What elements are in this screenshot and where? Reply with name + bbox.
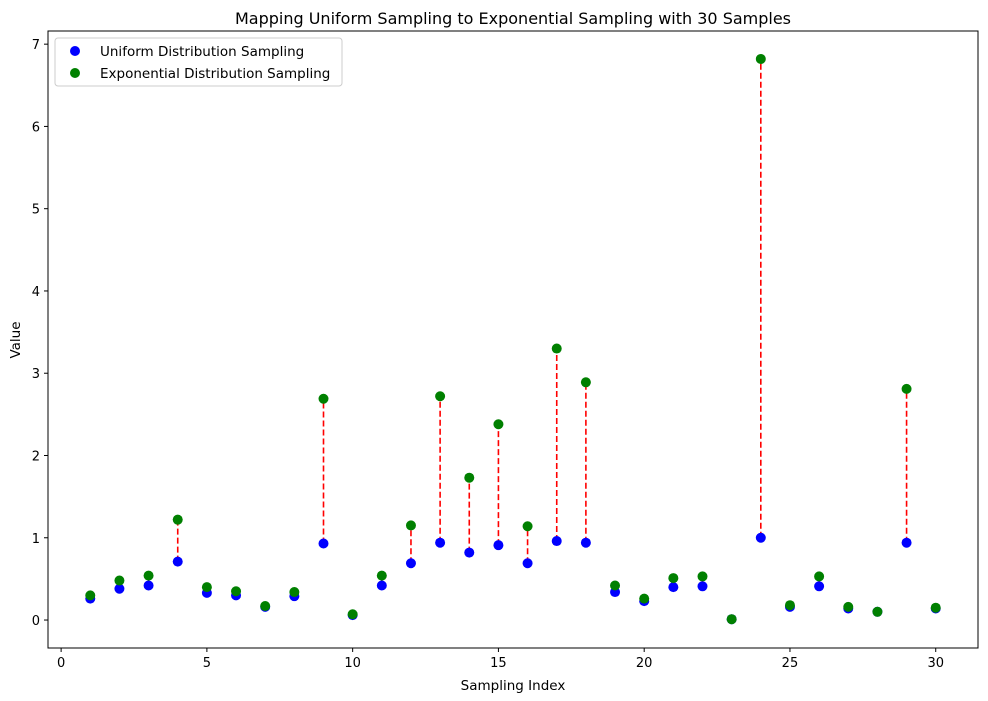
exponential-point xyxy=(85,590,96,601)
y-tick-label: 0 xyxy=(32,614,40,629)
exponential-point xyxy=(610,580,621,591)
x-tick-label: 0 xyxy=(57,656,65,671)
legend-marker-uniform xyxy=(70,46,80,56)
y-tick-label: 5 xyxy=(32,203,40,218)
exponential-point xyxy=(260,601,271,612)
y-axis-ticks: 0 1 2 3 4 5 6 7 xyxy=(32,38,48,629)
uniform-point xyxy=(376,580,387,591)
y-tick-label: 6 xyxy=(32,120,40,135)
exponential-point xyxy=(901,383,912,394)
uniform-point xyxy=(901,537,912,548)
exponential-point xyxy=(872,606,883,617)
uniform-point xyxy=(318,538,329,549)
x-tick-label: 20 xyxy=(636,656,653,671)
exponential-point xyxy=(289,587,300,598)
legend-label-exponential: Exponential Distribution Sampling xyxy=(100,66,330,82)
exponential-point xyxy=(493,419,504,430)
plot-frame xyxy=(47,30,979,649)
uniform-point xyxy=(114,583,125,594)
exponential-point xyxy=(755,53,766,64)
legend-label-uniform: Uniform Distribution Sampling xyxy=(100,44,304,60)
uniform-point xyxy=(697,581,708,592)
exponential-point xyxy=(143,570,154,581)
scatter-points xyxy=(85,53,941,625)
x-axis-ticks: 0 5 10 15 20 25 30 xyxy=(57,648,944,671)
x-tick-label: 25 xyxy=(782,656,799,671)
exponential-point xyxy=(172,514,183,525)
uniform-point xyxy=(668,582,679,593)
exponential-point xyxy=(697,571,708,582)
uniform-point xyxy=(405,558,416,569)
exponential-point xyxy=(376,570,387,581)
uniform-point xyxy=(551,536,562,547)
uniform-point xyxy=(814,581,825,592)
uniform-point xyxy=(143,580,154,591)
exponential-point xyxy=(435,391,446,402)
exponential-point xyxy=(114,575,125,586)
exponential-point xyxy=(668,573,679,584)
exponential-point xyxy=(231,586,242,597)
exponential-point xyxy=(522,521,533,532)
exponential-point xyxy=(726,614,737,625)
legend: Uniform Distribution Sampling Exponentia… xyxy=(54,37,343,87)
uniform-point xyxy=(464,547,475,558)
exponential-point xyxy=(551,343,562,354)
exponential-point xyxy=(843,601,854,612)
exponential-point xyxy=(318,393,329,404)
y-tick-label: 7 xyxy=(32,38,40,53)
x-tick-label: 15 xyxy=(490,656,507,671)
y-axis-label: Value xyxy=(8,321,24,358)
y-tick-label: 1 xyxy=(32,532,40,547)
exponential-point xyxy=(405,520,416,531)
y-tick-label: 4 xyxy=(32,285,40,300)
x-tick-label: 10 xyxy=(344,656,361,671)
exponential-point xyxy=(814,571,825,582)
uniform-point xyxy=(755,532,766,543)
uniform-point xyxy=(435,537,446,548)
chart-title: Mapping Uniform Sampling to Exponential … xyxy=(235,9,791,28)
y-tick-label: 3 xyxy=(32,367,40,382)
exponential-point xyxy=(347,609,358,620)
exponential-point xyxy=(784,600,795,611)
x-axis-label: Sampling Index xyxy=(461,678,566,694)
exponential-point xyxy=(930,602,941,613)
x-tick-label: 30 xyxy=(927,656,944,671)
x-tick-label: 5 xyxy=(203,656,211,671)
legend-marker-exponential xyxy=(70,68,80,78)
uniform-point xyxy=(172,556,183,567)
exponential-point xyxy=(580,377,591,388)
connector-lines xyxy=(89,58,937,616)
legend-box xyxy=(54,37,343,87)
exponential-point xyxy=(201,582,212,593)
uniform-point xyxy=(493,540,504,551)
uniform-point xyxy=(522,558,533,569)
exponential-point xyxy=(464,472,475,483)
y-tick-label: 2 xyxy=(32,449,40,464)
uniform-point xyxy=(580,537,591,548)
exponential-point xyxy=(639,593,650,604)
